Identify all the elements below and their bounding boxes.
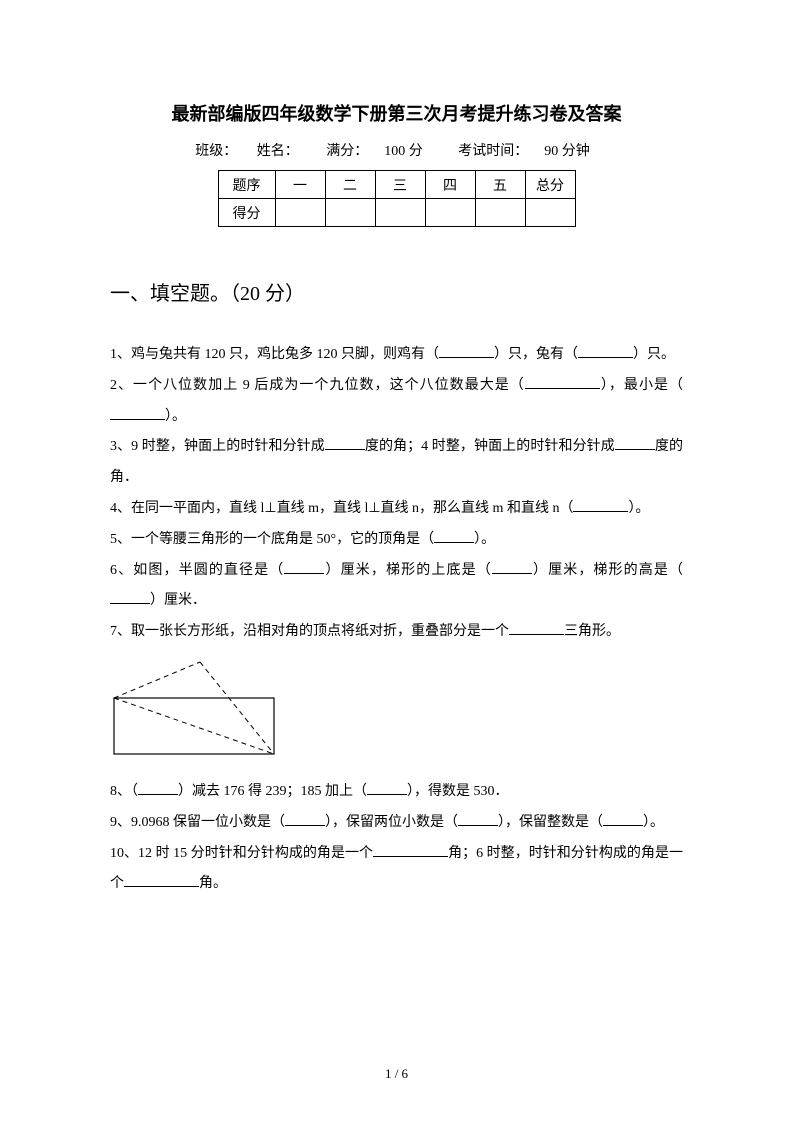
page-title: 最新部编版四年级数学下册第三次月考提升练习卷及答案 [110, 100, 683, 126]
blank [325, 436, 365, 450]
td-blank [375, 199, 425, 227]
blank [110, 406, 165, 420]
question-3: 3、9 时整，钟面上的时针和分针成度的角；4 时整，钟面上的时针和分针成度的角． [110, 432, 683, 494]
table-row: 题序 一 二 三 四 五 总分 [218, 171, 575, 199]
section-heading: 一、填空题。（20 分） [110, 277, 683, 306]
question-2: 2、一个八位数加上 9 后成为一个九位数，这个八位数最大是（），最小是（）。 [110, 371, 683, 433]
question-10: 10、12 时 15 分时针和分针构成的角是一个角；6 时整，时针和分针构成的角… [110, 839, 683, 901]
blank [110, 590, 150, 604]
td-blank [325, 199, 375, 227]
blank [578, 344, 633, 358]
question-8: 8、（）减去 176 得 239；185 加上（），得数是 530． [110, 777, 683, 808]
blank [439, 344, 494, 358]
page-footer: 1 / 6 [0, 1066, 793, 1082]
full-score: 满分：100 分 [318, 144, 431, 159]
meta-line: 班级： 姓名： 满分：100 分 考试时间：90 分钟 [110, 140, 683, 160]
td-score-label: 得分 [218, 199, 275, 227]
table-row: 得分 [218, 199, 575, 227]
blank [124, 873, 199, 887]
exam-time: 考试时间：90 分钟 [450, 144, 598, 159]
th-1: 一 [275, 171, 325, 199]
th-3: 三 [375, 171, 425, 199]
question-4: 4、在同一平面内，直线 l⊥直线 m，直线 l⊥直线 n，那么直线 m 和直线 … [110, 494, 683, 525]
th-seq: 题序 [218, 171, 275, 199]
td-blank [275, 199, 325, 227]
blank [285, 812, 325, 826]
th-total: 总分 [525, 171, 575, 199]
fold-figure [110, 658, 683, 763]
td-blank [525, 199, 575, 227]
blank [458, 812, 498, 826]
blank [603, 812, 643, 826]
td-blank [475, 199, 525, 227]
blank [138, 781, 178, 795]
question-7: 7、取一张长方形纸，沿相对角的顶点将纸对折，重叠部分是一个三角形。 [110, 617, 683, 648]
blank [525, 375, 600, 389]
blank [573, 498, 628, 512]
blank [434, 529, 474, 543]
question-5: 5、一个等腰三角形的一个底角是 50°，它的顶角是（）。 [110, 525, 683, 556]
th-4: 四 [425, 171, 475, 199]
td-blank [425, 199, 475, 227]
class-label: 班级： [195, 144, 237, 159]
th-2: 二 [325, 171, 375, 199]
blank [367, 781, 407, 795]
blank [509, 621, 564, 635]
score-table: 题序 一 二 三 四 五 总分 得分 [218, 170, 576, 227]
blank [284, 560, 324, 574]
blank [492, 560, 532, 574]
name-label: 姓名： [257, 144, 299, 159]
fold-svg [110, 658, 278, 758]
question-6: 6、如图，半圆的直径是（）厘米，梯形的上底是（）厘米，梯形的高是（）厘米． [110, 556, 683, 618]
blank [615, 436, 655, 450]
question-9: 9、9.0968 保留一位小数是（），保留两位小数是（），保留整数是（）。 [110, 808, 683, 839]
blank [373, 843, 448, 857]
th-5: 五 [475, 171, 525, 199]
question-1: 1、鸡与兔共有 120 只，鸡比兔多 120 只脚，则鸡有（）只，兔有（）只。 [110, 340, 683, 371]
